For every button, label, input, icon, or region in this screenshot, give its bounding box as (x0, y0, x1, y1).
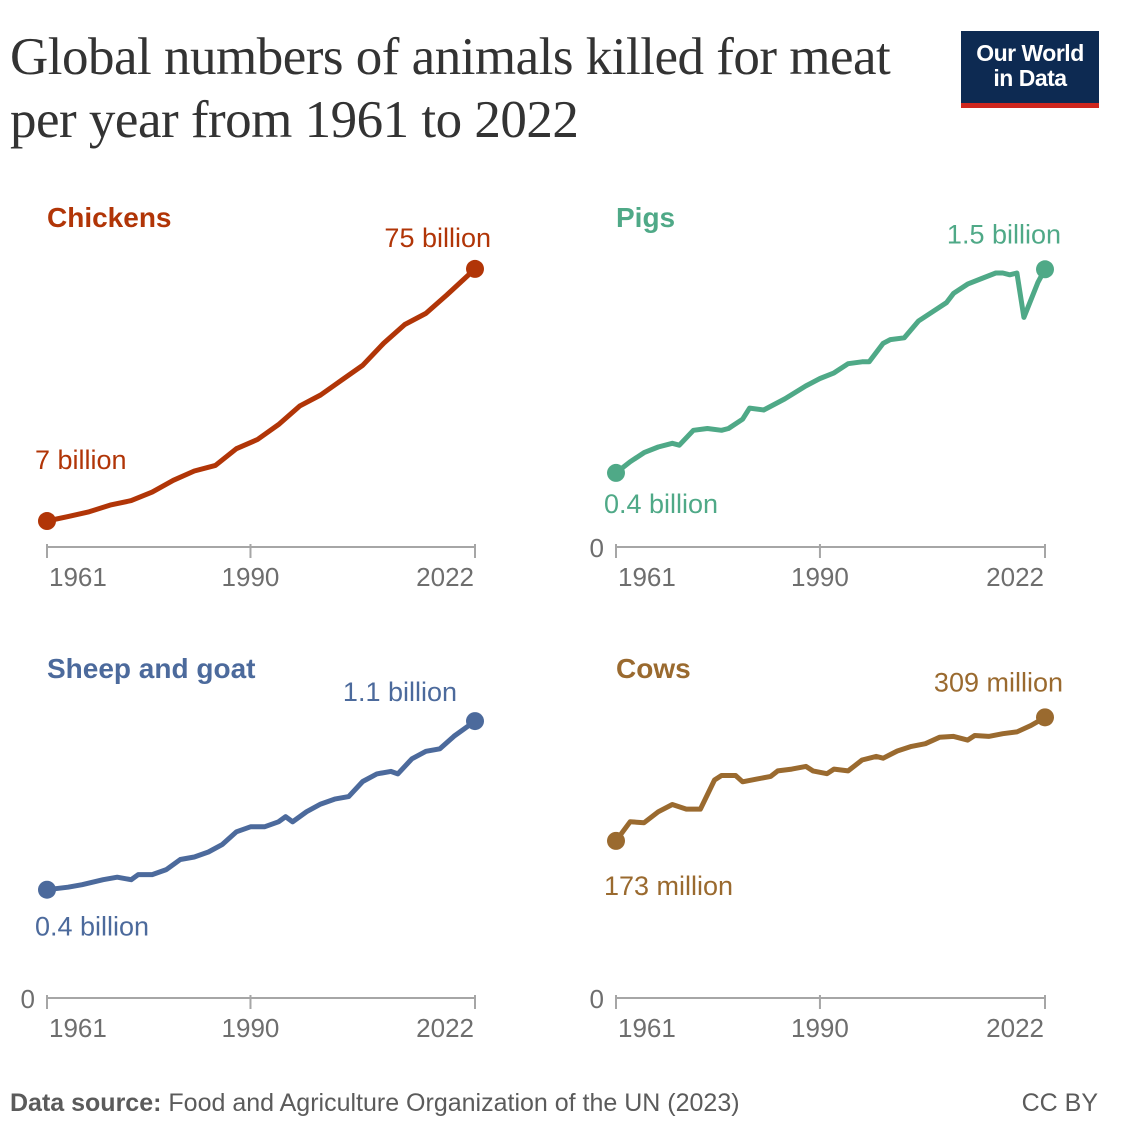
x-tick-label: 1961 (49, 562, 107, 592)
panel-title: Chickens (47, 202, 172, 233)
license[interactable]: CC BY (1021, 1089, 1098, 1117)
panel-title: Pigs (616, 202, 675, 233)
end-value-label: 1.1 billion (343, 677, 457, 707)
series-line (44, 266, 478, 524)
x-tick-label: 1990 (222, 562, 280, 592)
x-tick-label: 1961 (49, 1013, 107, 1043)
chart-title: Global numbers of animals killed for mea… (10, 28, 891, 149)
start-value-label: 0.4 billion (35, 912, 149, 942)
x-tick-label: 2022 (416, 1013, 474, 1043)
start-point (38, 512, 56, 531)
end-point (1036, 708, 1054, 727)
series-line (613, 266, 1048, 476)
y-zero-label: 0 (590, 533, 604, 563)
logo-line-1: Our World (976, 40, 1084, 66)
data-source-label: Data source: (10, 1089, 162, 1117)
end-point (466, 712, 484, 731)
data-source-text: Food and Agriculture Organization of the… (168, 1089, 740, 1117)
our-world-in-data-logo[interactable]: Our World in Data (961, 31, 1099, 108)
x-tick-label: 1990 (791, 562, 849, 592)
logo-line-2: in Data (993, 65, 1067, 91)
start-point (38, 880, 56, 899)
start-point (607, 831, 625, 850)
x-tick-label: 2022 (986, 562, 1044, 592)
panel-chickens: Chickens 1961 1990 2022 7 billion 75 billion (35, 202, 491, 592)
x-tick-label: 2022 (986, 1013, 1044, 1043)
x-tick-label: 1990 (791, 1013, 849, 1043)
panel-cows: Cows 1961 1990 2022 0 173 million 309 million (590, 653, 1063, 1043)
series-line (613, 714, 1048, 844)
end-value-label: 75 billion (384, 223, 491, 253)
start-value-label: 173 million (604, 871, 733, 901)
x-tick-label: 2022 (416, 562, 474, 592)
end-point (466, 259, 484, 278)
y-zero-label: 0 (21, 984, 35, 1014)
end-point (1036, 260, 1054, 279)
panel-title: Cows (616, 653, 691, 684)
x-tick-label: 1990 (222, 1013, 280, 1043)
x-tick-label: 1961 (618, 562, 676, 592)
y-zero-label: 0 (590, 984, 604, 1014)
series-line (44, 718, 478, 893)
panel-sheep-and-goat: Sheep and goat 1961 1990 2022 0 0.4 billion 1.… (21, 653, 484, 1043)
panel-pigs: Pigs 1961 1990 2022 00.4 billion 1.5 billion (590, 202, 1061, 592)
end-value-label: 1.5 billion (947, 219, 1061, 249)
x-tick-label: 1961 (618, 1013, 676, 1043)
start-value-label: 7 billion (35, 445, 127, 475)
start-point (607, 463, 625, 482)
end-value-label: 309 million (934, 667, 1063, 697)
start-value-label: 0.4 billion (604, 489, 718, 519)
panel-title: Sheep and goat (47, 653, 255, 684)
data-source: Data source: Food and Agriculture Organi… (10, 1089, 740, 1118)
